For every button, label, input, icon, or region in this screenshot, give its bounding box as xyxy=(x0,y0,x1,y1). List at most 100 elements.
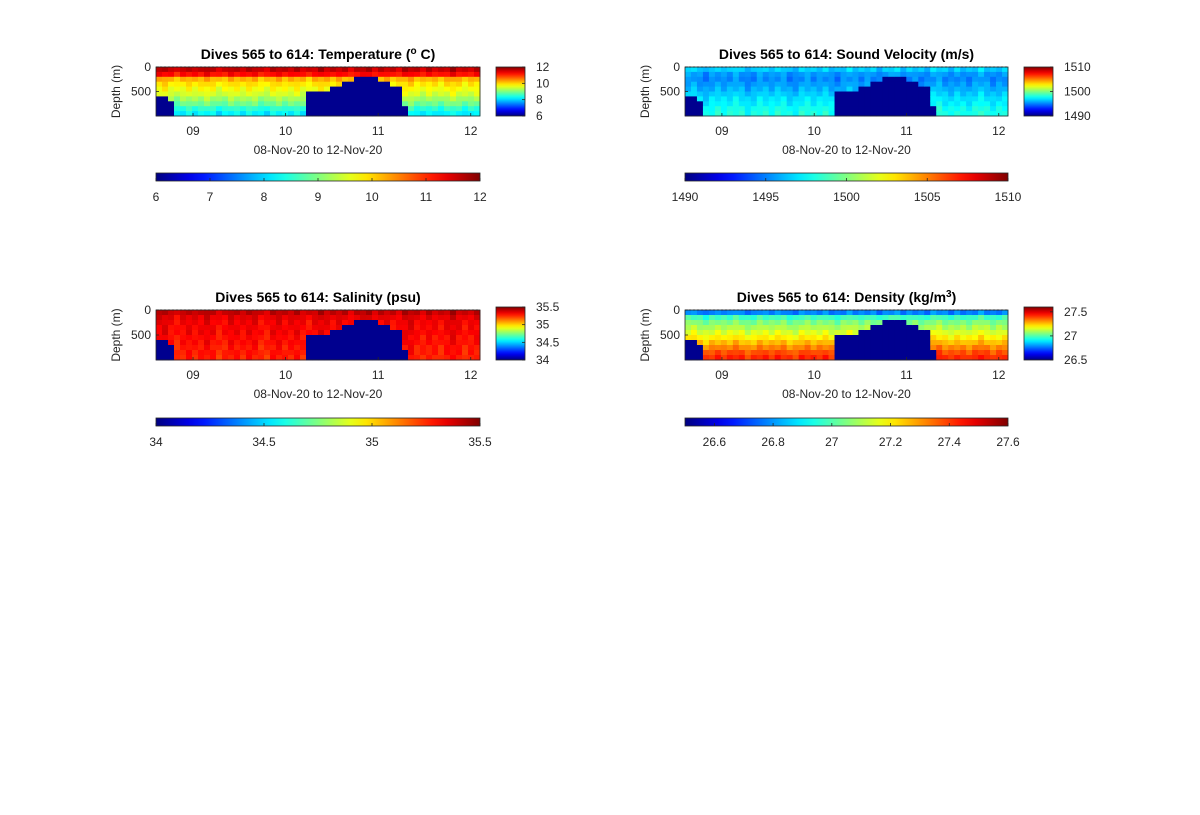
bottom-colorbar-label: 10 xyxy=(365,190,379,204)
heatmap-cell xyxy=(450,76,457,83)
heatmap-cell xyxy=(252,76,259,83)
heatmap-cell xyxy=(246,315,253,321)
heatmap-cell xyxy=(408,325,415,331)
heatmap-cell xyxy=(768,350,776,356)
heatmap-cell xyxy=(324,325,331,331)
heatmap-cell xyxy=(420,330,427,336)
heatmap-cell xyxy=(990,325,997,331)
heatmap-cell xyxy=(240,315,247,321)
heatmap-cell xyxy=(924,345,931,351)
heatmap-cell xyxy=(438,325,445,331)
heatmap-cell xyxy=(882,71,889,78)
heatmap-cell xyxy=(186,96,193,102)
heatmap-cell xyxy=(426,335,433,341)
heatmap-cell xyxy=(432,345,439,351)
heatmap-cell xyxy=(894,310,901,316)
heatmap-cell xyxy=(750,315,758,321)
heatmap-cell xyxy=(1002,310,1009,316)
heatmap-cell xyxy=(252,111,259,117)
heatmap-cell xyxy=(786,76,794,83)
heatmap-cell xyxy=(906,355,913,361)
heatmap-cell xyxy=(228,67,235,73)
heatmap-cell xyxy=(282,310,289,316)
heatmap-cell xyxy=(966,96,973,102)
heatmap-cell xyxy=(810,345,817,351)
heatmap-cell xyxy=(258,355,265,361)
heatmap-cell xyxy=(990,67,997,73)
heatmap-cell xyxy=(222,330,229,336)
heatmap-cell xyxy=(840,355,847,361)
heatmap-cell xyxy=(744,111,752,117)
heatmap-cell xyxy=(180,335,187,341)
heatmap-cell xyxy=(312,111,319,117)
heatmap-cell xyxy=(330,81,337,87)
heatmap-cell xyxy=(450,86,457,92)
heatmap-cell xyxy=(372,335,379,341)
heatmap-cell xyxy=(924,67,931,73)
heatmap-cell xyxy=(846,91,853,97)
heatmap-cell xyxy=(348,340,355,346)
side-colorbar xyxy=(1023,66,1054,117)
heatmap-cell xyxy=(312,91,319,97)
heatmap-cell xyxy=(348,71,355,78)
heatmap-cell xyxy=(732,345,740,351)
heatmap-cell xyxy=(252,101,259,107)
heatmap-cell xyxy=(360,106,367,112)
heatmap-cell xyxy=(378,111,385,117)
heatmap-cell xyxy=(318,350,325,356)
heatmap-cell xyxy=(732,355,740,361)
heatmap-cell xyxy=(966,335,973,341)
heatmap-cell xyxy=(774,111,782,117)
heatmap-cell xyxy=(474,76,481,83)
heatmap-cell xyxy=(300,320,307,326)
heatmap-cell xyxy=(324,106,331,112)
heatmap-cell xyxy=(408,335,415,341)
heatmap-cell xyxy=(834,67,841,73)
heatmap-cell xyxy=(276,81,283,87)
heatmap-cell xyxy=(228,330,235,336)
heatmap-cell xyxy=(426,320,433,326)
heatmap-cell xyxy=(294,81,301,87)
heatmap-cell xyxy=(858,340,865,346)
bottom-colorbar-label: 1505 xyxy=(914,190,941,204)
heatmap-cell xyxy=(156,81,163,87)
heatmap-cell xyxy=(168,310,175,316)
heatmap-cell xyxy=(936,340,943,346)
bottom-colorbar-label: 35 xyxy=(365,435,379,449)
bottom-colorbar-label: 1500 xyxy=(833,190,860,204)
heatmap-cell xyxy=(852,101,859,107)
heatmap-cell xyxy=(966,71,973,78)
heatmap-cell xyxy=(1002,320,1009,326)
heatmap-cell xyxy=(474,335,481,341)
heatmap-cell xyxy=(366,101,373,107)
y-tick-label: 500 xyxy=(131,85,151,99)
heatmap-cell xyxy=(924,106,931,112)
heatmap-cell xyxy=(300,330,307,336)
heatmap-cell xyxy=(882,350,889,356)
heatmap-cell xyxy=(276,106,283,112)
heatmap-cell xyxy=(750,76,758,83)
heatmap-cell xyxy=(276,335,283,341)
heatmap-cell xyxy=(258,330,265,336)
heatmap-cell xyxy=(354,330,361,336)
heatmap-cell xyxy=(726,320,734,326)
heatmap-cell xyxy=(228,315,235,321)
heatmap-cell xyxy=(156,315,163,321)
heatmap-cell xyxy=(258,315,265,321)
heatmap-cell xyxy=(996,350,1003,356)
heatmap-cell xyxy=(810,91,817,97)
heatmap-cell xyxy=(936,67,943,73)
heatmap-cell xyxy=(192,106,199,112)
panel-2: Dives 565 to 614: Sound Velocity (m/s)05… xyxy=(638,46,1091,204)
heatmap-cell xyxy=(756,96,764,102)
heatmap-cell xyxy=(930,111,937,117)
heatmap-cell xyxy=(372,111,379,117)
heatmap-cell xyxy=(685,355,692,361)
heatmap-cell xyxy=(720,355,728,361)
heatmap-cell xyxy=(414,330,421,336)
heatmap-cell xyxy=(450,111,457,117)
heatmap-cell xyxy=(330,101,337,107)
heatmap-cell xyxy=(690,310,698,316)
heatmap-cell xyxy=(774,76,782,83)
heatmap-cell xyxy=(726,106,734,112)
